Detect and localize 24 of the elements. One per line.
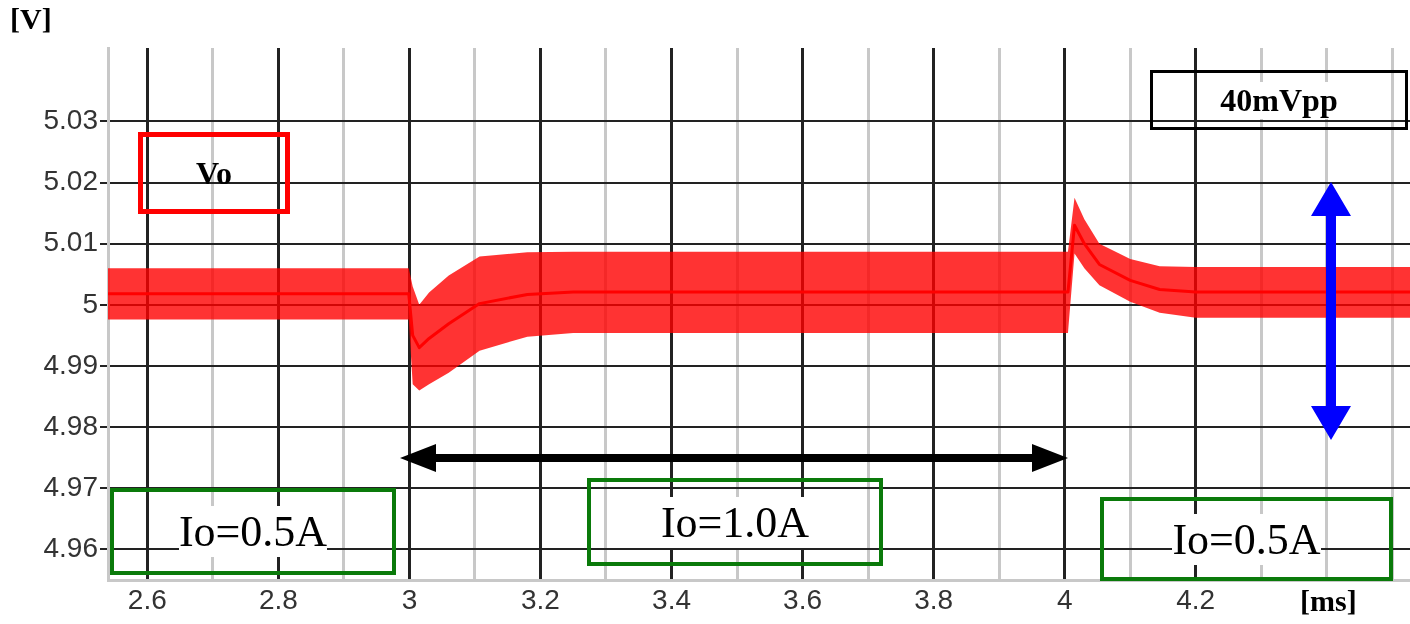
y-tick-label: 4.96 (43, 532, 98, 564)
annotation: Io=1.0A (660, 496, 810, 548)
text: Vo (138, 132, 290, 214)
y-tick-label: 4.98 (43, 409, 98, 441)
y-tick-label: 5.01 (43, 226, 98, 258)
x-axis-title: [ms] (1300, 584, 1357, 618)
x-tick-label: 3.6 (783, 583, 823, 615)
y-tick-label: 4.99 (43, 348, 98, 380)
x-tick-label: 4 (1056, 583, 1073, 615)
y-tick-label: 5 (82, 287, 98, 319)
annotation: Io=0.5A (1172, 513, 1321, 565)
y-tick-label: 5.02 (43, 165, 98, 197)
y-tick-label: 5.03 (43, 104, 98, 136)
x-tick-label: 2.6 (127, 583, 167, 615)
x-tick-label: 3.8 (914, 583, 954, 615)
x-tick-label: 3.2 (521, 583, 560, 615)
y-tick-label: 4.97 (43, 470, 98, 502)
x-tick-label: 4.2 (1176, 583, 1216, 615)
annotation: 40mVpp (1220, 81, 1338, 119)
annotation: Io=0.5A (178, 506, 328, 557)
y-axis-title: [V] (10, 2, 52, 36)
x-tick-label: 3 (401, 583, 418, 615)
x-tick-label: 2.8 (258, 583, 298, 615)
x-tick-label: 3.4 (652, 583, 691, 615)
